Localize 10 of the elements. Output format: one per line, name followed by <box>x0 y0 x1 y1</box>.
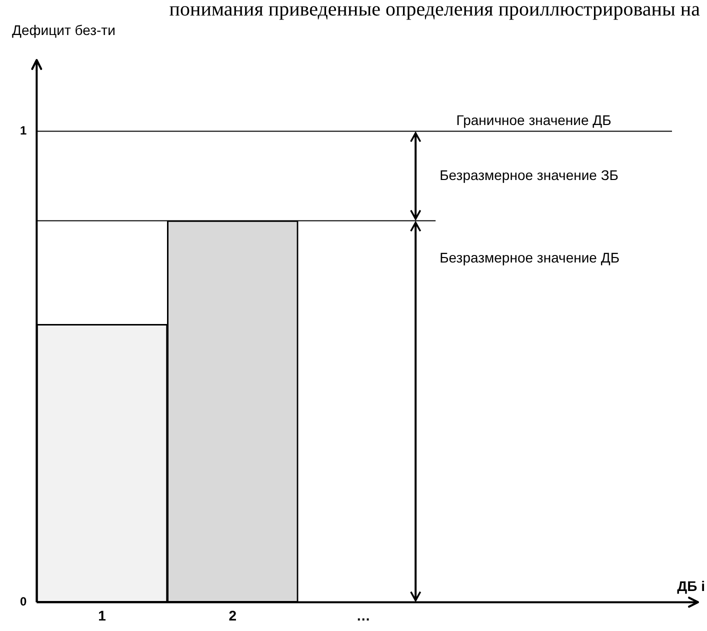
annotation: Безразмерное значение ДБ <box>440 250 620 266</box>
x-tick-label: 2 <box>228 607 237 624</box>
x-tick-label: … <box>356 607 370 624</box>
y-axis-title: Дефицит без-ти <box>12 22 116 38</box>
ref-line-label: Граничное значение ДБ <box>456 112 612 128</box>
annotation: Безразмерное значение ЗБ <box>440 166 618 183</box>
x-tick-label: 1 <box>98 607 106 624</box>
y-tick-label: 0 <box>20 594 27 609</box>
x-axis-title: ДБ i <box>677 578 705 594</box>
text: понимания приведенные определения проиллюстрированы на <box>169 0 700 20</box>
